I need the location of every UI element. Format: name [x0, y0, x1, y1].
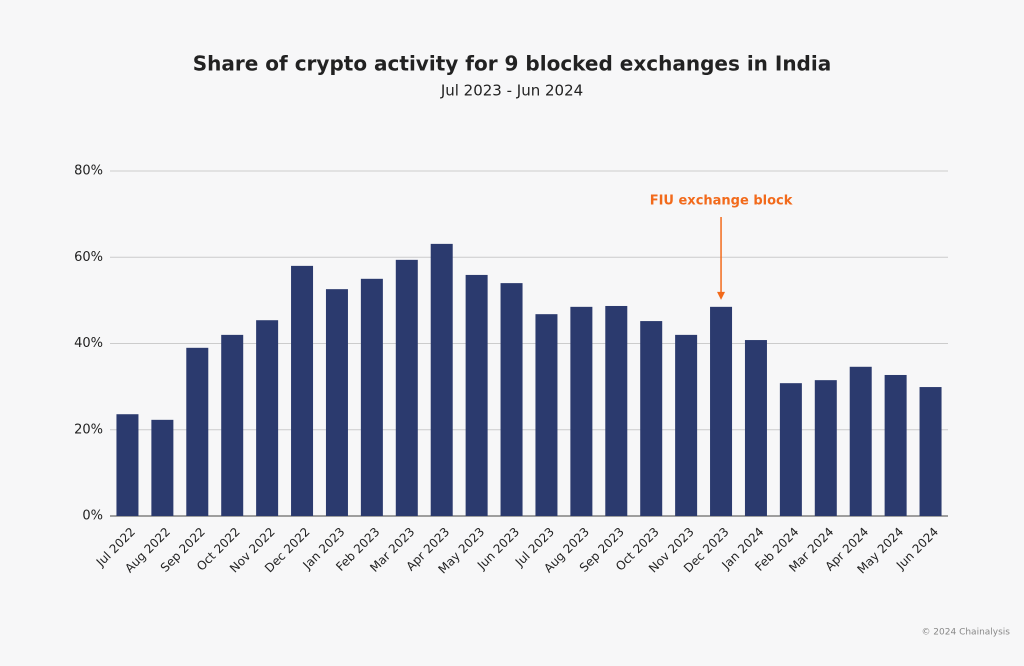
bar — [640, 321, 663, 516]
annotation-arrowhead — [717, 291, 726, 300]
y-tick-label: 60% — [74, 250, 103, 265]
y-tick-label: 20% — [74, 422, 103, 437]
y-tick-label: 40% — [74, 336, 103, 351]
bar — [710, 306, 733, 516]
bar — [151, 419, 174, 516]
bar — [500, 283, 523, 516]
bar — [395, 259, 418, 516]
bar — [849, 366, 872, 516]
bar — [325, 289, 348, 516]
bar — [430, 243, 453, 516]
y-tick-label: 0% — [82, 509, 103, 524]
bar — [360, 278, 383, 516]
bar — [186, 347, 209, 516]
bar — [779, 383, 802, 516]
bar — [221, 334, 244, 516]
bar — [535, 314, 558, 516]
bar — [884, 374, 907, 516]
bar — [605, 305, 628, 516]
bar — [675, 334, 698, 516]
bar — [291, 265, 314, 516]
bar — [465, 274, 488, 516]
chart-subtitle: Jul 2023 - Jun 2024 — [440, 82, 583, 100]
y-tick-label: 80% — [74, 164, 103, 179]
bar — [814, 380, 837, 516]
bar — [570, 306, 593, 516]
annotation: FIU exchange block — [650, 194, 793, 209]
bar — [116, 414, 139, 516]
bar — [744, 340, 767, 516]
bar — [919, 387, 942, 516]
chart-title: Share of crypto activity for 9 blocked e… — [193, 52, 831, 76]
source: © 2024 Chainalysis — [921, 628, 1010, 638]
bar — [256, 320, 279, 516]
